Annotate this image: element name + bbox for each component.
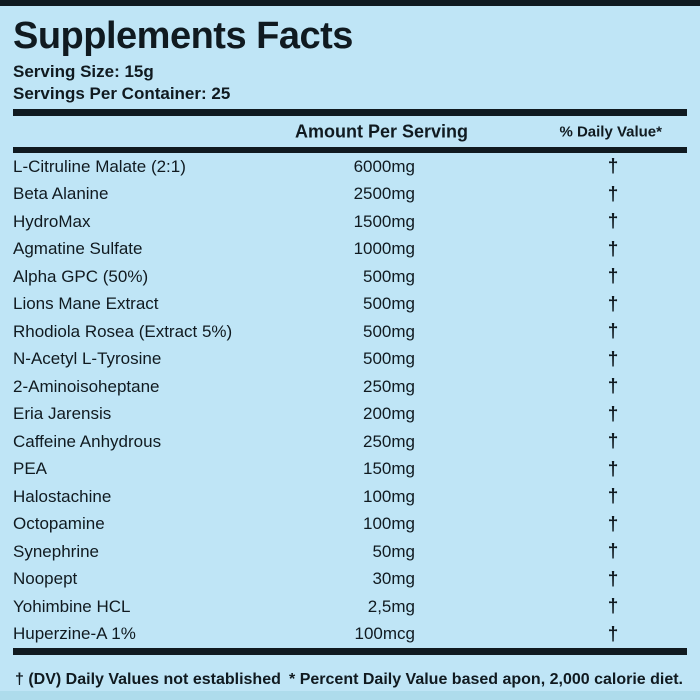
ingredient-name: Rhodiola Rosea (Extract 5%) [13, 321, 233, 341]
ingredient-daily-value: † [607, 321, 619, 343]
ingredient-amount: 250mg [363, 376, 415, 396]
ingredient-amount: 500mg [363, 294, 415, 314]
serving-size-text: Serving Size: 15g [13, 62, 154, 81]
ingredient-daily-value: † [607, 238, 619, 260]
ingredient-daily-value: † [607, 623, 619, 645]
table-row: HydroMax 1500mg † [13, 208, 687, 236]
label-content: Supplements Facts Serving Size: 15g Serv… [13, 6, 687, 690]
table-row: Octopamine 100mg † [13, 511, 687, 539]
table-header-row: Amount Per Serving % Daily Value* [13, 116, 687, 147]
table-row: N-Acetyl L-Tyrosine 500mg † [13, 346, 687, 374]
ingredient-amount: 150mg [363, 459, 415, 479]
ingredient-daily-value: † [607, 486, 619, 508]
ingredient-amount: 6000mg [353, 156, 415, 176]
ingredient-name: Beta Alanine [13, 184, 109, 204]
ingredient-amount: 1500mg [353, 211, 415, 231]
ingredient-amount: 100mg [363, 486, 415, 506]
ingredient-name: Alpha GPC (50%) [13, 266, 149, 286]
ingredient-daily-value: † [607, 376, 619, 398]
ingredient-daily-value: † [607, 211, 619, 233]
table-row: Agmatine Sulfate 1000mg † [13, 236, 687, 264]
ingredient-daily-value: † [607, 403, 619, 425]
ingredient-amount: 250mg [363, 431, 415, 451]
footnotes: † (DV) Daily Values not established * Pe… [13, 670, 687, 690]
footnote-daily-values: † (DV) Daily Values not established [15, 671, 281, 688]
table-row: 2-Aminoisoheptane 250mg † [13, 373, 687, 401]
ingredient-name: 2-Aminoisoheptane [13, 376, 160, 396]
ingredient-daily-value: † [607, 266, 619, 288]
top-black-bar [0, 0, 700, 6]
ingredient-daily-value: † [607, 458, 619, 480]
ingredient-amount: 100mg [363, 514, 415, 534]
footnote-percent-dv: * Percent Daily Value based apon, 2,000 … [289, 671, 683, 688]
table-row: Noopept 30mg † [13, 566, 687, 594]
ingredient-daily-value: † [607, 541, 619, 563]
ingredient-name: HydroMax [13, 211, 91, 231]
ingredient-amount: 50mg [372, 541, 415, 561]
ingredient-name: Agmatine Sulfate [13, 239, 143, 259]
ingredient-daily-value: † [607, 183, 619, 205]
ingredient-name: Lions Mane Extract [13, 294, 159, 314]
ingredient-name: Halostachine [13, 486, 112, 506]
ingredient-name: Yohimbine HCL [13, 596, 131, 616]
table-row: Yohimbine HCL 2,5mg † [13, 593, 687, 621]
table-row: Caffeine Anhydrous 250mg † [13, 428, 687, 456]
ingredient-name: L-Citruline Malate (2:1) [13, 156, 186, 176]
page-title: Supplements Facts [13, 15, 353, 57]
ingredient-name: N-Acetyl L-Tyrosine [13, 349, 162, 369]
ingredient-amount: 500mg [363, 266, 415, 286]
ingredient-name: PEA [13, 459, 48, 479]
ingredient-daily-value: † [607, 431, 619, 453]
table-row: Huperzine-A 1% 100mcg † [13, 621, 687, 649]
ingredient-name: Caffeine Anhydrous [13, 431, 162, 451]
ingredient-amount: 100mcg [354, 624, 415, 644]
ingredient-amount: 200mg [363, 404, 415, 424]
ingredient-amount: 30mg [372, 569, 415, 589]
table-row: Synephrine 50mg † [13, 538, 687, 566]
servings-per-container-text: Servings Per Container: 25 [13, 84, 231, 103]
ingredient-rows: L-Citruline Malate (2:1) 6000mg † Beta A… [13, 153, 687, 648]
ingredient-name: Octopamine [13, 514, 105, 534]
table-row: Eria Jarensis 200mg † [13, 401, 687, 429]
ingredient-daily-value: † [607, 156, 619, 178]
table-row: L-Citruline Malate (2:1) 6000mg † [13, 153, 687, 181]
ingredient-daily-value: † [607, 513, 619, 535]
ingredient-name: Synephrine [13, 541, 100, 561]
ingredient-daily-value: † [607, 348, 619, 370]
table-row: Halostachine 100mg † [13, 483, 687, 511]
ingredient-daily-value: † [607, 293, 619, 315]
ingredient-amount: 1000mg [353, 239, 415, 259]
ingredient-amount: 500mg [363, 349, 415, 369]
divider-bar-header [13, 147, 687, 153]
divider-bar-top [13, 109, 687, 116]
bottom-edge-strip [0, 691, 700, 700]
ingredient-name: Eria Jarensis [13, 404, 112, 424]
divider-bar-bottom [13, 648, 687, 655]
table-row: Lions Mane Extract 500mg † [13, 291, 687, 319]
table-row: Rhodiola Rosea (Extract 5%) 500mg † [13, 318, 687, 346]
ingredient-amount: 500mg [363, 321, 415, 341]
ingredient-name: Noopept [13, 569, 78, 589]
ingredient-name: Huperzine-A 1% [13, 624, 136, 644]
ingredient-daily-value: † [607, 568, 619, 590]
table-row: PEA 150mg † [13, 456, 687, 484]
ingredient-amount: 2,5mg [367, 596, 415, 616]
ingredient-amount: 2500mg [353, 184, 415, 204]
column-header-daily-value: % Daily Value* [559, 123, 662, 140]
column-header-amount: Amount Per Serving [295, 121, 469, 141]
ingredient-daily-value: † [607, 596, 619, 618]
table-row: Beta Alanine 2500mg † [13, 181, 687, 209]
table-row: Alpha GPC (50%) 500mg † [13, 263, 687, 291]
